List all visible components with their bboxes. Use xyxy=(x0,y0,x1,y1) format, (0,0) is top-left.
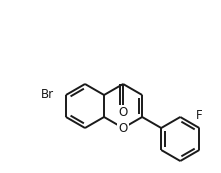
Text: F: F xyxy=(196,109,203,122)
Text: O: O xyxy=(118,107,128,120)
Text: O: O xyxy=(118,121,128,134)
Text: Br: Br xyxy=(41,89,54,102)
